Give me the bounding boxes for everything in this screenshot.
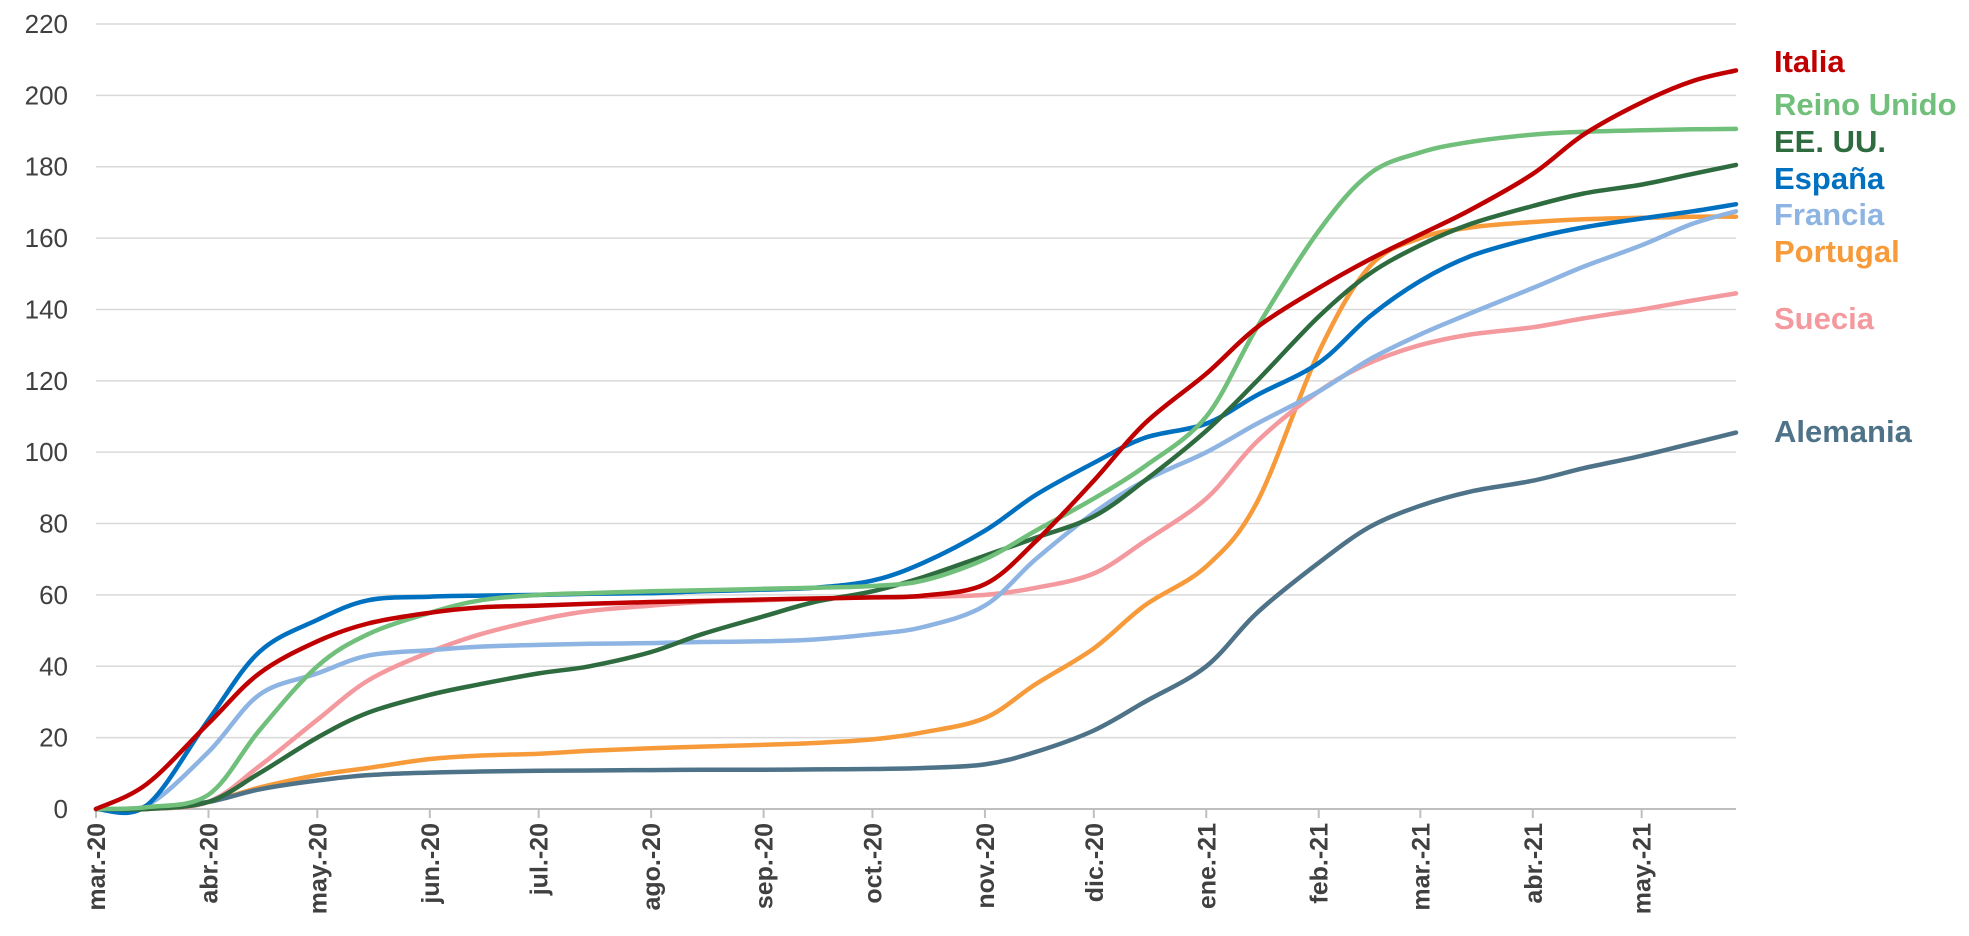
- series-line-italia: [93, 68, 1739, 812]
- gridlines: [96, 23, 1736, 739]
- y-tick-label: 20: [39, 723, 68, 753]
- y-tick-label: 200: [25, 80, 68, 110]
- x-tick-label: oct.-20: [859, 823, 887, 904]
- legend-label-alemania: Alemania: [1774, 414, 1913, 449]
- series-line-francia: [93, 209, 1739, 813]
- y-tick-label: 0: [54, 794, 68, 824]
- y-axis-tick-labels: 0 20 40 60 80 100 120 140 160 180 200 220: [25, 9, 68, 824]
- series-line-espa-a: [93, 201, 1739, 816]
- x-tick-label: may.-20: [304, 823, 332, 914]
- x-tick-label: jun.-20: [417, 823, 445, 905]
- x-tick-label: feb.-21: [1306, 823, 1334, 904]
- y-tick-label: 220: [25, 9, 68, 39]
- legend-label-reino-unido: Reino Unido: [1774, 87, 1957, 122]
- y-tick-label: 160: [25, 223, 68, 253]
- y-tick-label: 120: [25, 366, 68, 396]
- y-tick-label: 180: [25, 152, 68, 182]
- series-line-alemania: [93, 430, 1739, 812]
- series-line-reino-unido: [93, 126, 1739, 812]
- x-tick-label: mar.-20: [83, 823, 111, 911]
- x-tick-label: dic.-20: [1081, 823, 1109, 902]
- series-line-ee-uu: [93, 162, 1739, 812]
- legend-label-espa-a: España: [1774, 161, 1885, 196]
- legend-label-italia: Italia: [1774, 44, 1845, 79]
- legend-label-francia: Francia: [1774, 197, 1885, 232]
- x-tick-label: mar.-21: [1407, 823, 1435, 911]
- x-tick-label: abr.-20: [195, 823, 223, 904]
- x-tick-label: jul.-20: [526, 823, 554, 896]
- y-tick-label: 140: [25, 294, 68, 324]
- x-tick-label: ene.-21: [1193, 823, 1221, 909]
- series-lines: [93, 68, 1739, 816]
- x-tick-label: abr.-21: [1520, 823, 1548, 904]
- y-tick-label: 80: [39, 509, 68, 539]
- x-tick-label: may.-21: [1629, 823, 1657, 914]
- x-tick-label: nov.-20: [972, 823, 1000, 909]
- y-tick-label: 60: [39, 580, 68, 610]
- legend-label-ee-uu: EE. UU.: [1774, 124, 1886, 159]
- x-tick-label: sep.-20: [751, 823, 779, 909]
- y-tick-label: 40: [39, 651, 68, 681]
- legend-label-portugal: Portugal: [1774, 234, 1900, 269]
- x-tick-label: ago.-20: [638, 823, 666, 911]
- x-axis: mar.-20 abr.-20 may.-20 jun.-20 jul.-20 ago.-…: [83, 808, 1736, 914]
- y-tick-label: 100: [25, 437, 68, 467]
- legend-label-suecia: Suecia: [1774, 301, 1875, 336]
